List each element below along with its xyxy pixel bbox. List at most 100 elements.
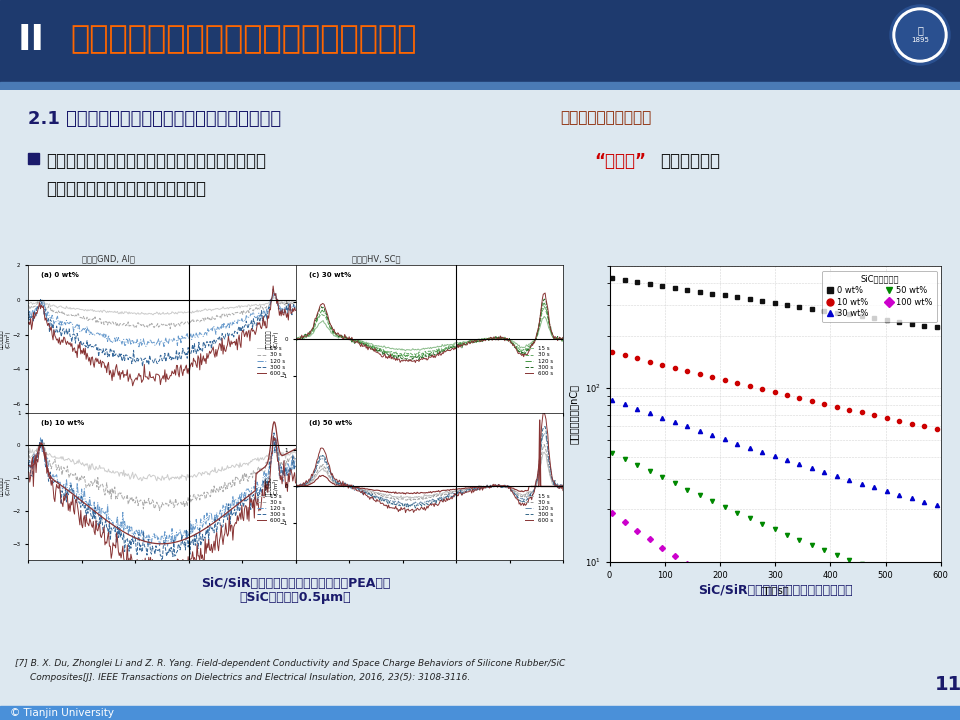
10 wt%	[806, 397, 818, 405]
300 s	[268, 428, 279, 437]
15 s	[399, 346, 411, 355]
600 s	[187, 362, 199, 371]
Text: 当空间电荷大量积累时，空间电荷产生感应电场，: 当空间电荷大量积累时，空间电荷产生感应电场，	[46, 152, 266, 170]
30 wt%	[806, 464, 818, 472]
30 s	[291, 334, 302, 343]
300 s	[450, 343, 462, 351]
Legend: 15 s, 30 s, 120 s, 300 s, 600 s: 15 s, 30 s, 120 s, 300 s, 600 s	[255, 492, 287, 526]
15 s	[516, 490, 528, 499]
Text: 《电工技术学报》发布: 《电工技术学报》发布	[560, 110, 651, 125]
300 s	[410, 504, 421, 513]
Line: 15 s: 15 s	[28, 297, 296, 315]
Bar	[28, 153, 39, 164]
15 s	[533, 326, 544, 335]
120 s	[449, 490, 461, 498]
120 s	[533, 323, 544, 331]
300 s	[187, 536, 199, 544]
120 s	[266, 297, 277, 306]
Line: 300 s: 300 s	[28, 289, 296, 366]
300 s	[266, 451, 277, 460]
Line: 15 s: 15 s	[296, 452, 563, 498]
600 s	[268, 432, 279, 441]
Y-axis label: 空间电荷密度
(C/m²): 空间电荷密度 (C/m²)	[0, 477, 11, 496]
30 s	[449, 341, 461, 349]
30 s	[516, 492, 528, 501]
600 s	[290, 479, 301, 487]
30 s	[533, 468, 544, 477]
Text: (b) 10 wt%: (b) 10 wt%	[41, 420, 84, 426]
15 s	[268, 437, 279, 446]
50 wt%	[935, 586, 947, 595]
600 s	[533, 461, 544, 469]
600 s	[22, 467, 34, 476]
600 s	[454, 488, 466, 497]
30 s	[187, 495, 199, 504]
300 s	[539, 294, 550, 303]
Text: 2.1 填料含量对非线性电导与电荷输运特性的影响: 2.1 填料含量对非线性电导与电荷输运特性的影响	[28, 110, 281, 128]
30 s	[533, 324, 544, 333]
30 wt%	[935, 502, 947, 510]
0 wt%	[898, 318, 909, 327]
300 s	[181, 532, 193, 541]
120 s	[516, 348, 528, 357]
300 s	[136, 362, 148, 371]
120 s	[23, 462, 35, 470]
15 s	[187, 307, 199, 315]
Legend: 0 wt%, 10 wt%, 30 wt%, 50 wt%, 100 wt%: 0 wt%, 10 wt%, 30 wt%, 50 wt%, 100 wt%	[822, 271, 937, 323]
Circle shape	[896, 11, 944, 59]
120 s	[450, 490, 462, 498]
30 s	[266, 296, 277, 305]
600 s	[290, 482, 301, 490]
30 s	[290, 483, 301, 492]
300 s	[22, 467, 34, 475]
600 s	[182, 364, 194, 373]
120 s	[181, 329, 193, 338]
600 s	[187, 547, 199, 556]
30 s	[516, 346, 528, 354]
15 s	[249, 301, 260, 310]
120 s	[162, 541, 174, 550]
120 s	[249, 485, 260, 493]
Y-axis label: 空间电荷密度（nC）: 空间电荷密度（nC）	[569, 384, 579, 444]
300 s	[182, 343, 194, 352]
30 s	[405, 496, 417, 505]
120 s	[269, 288, 280, 297]
15 s	[290, 297, 301, 306]
120 s	[290, 302, 301, 311]
15 s	[181, 470, 193, 479]
0 wt%	[752, 296, 763, 305]
300 s	[403, 356, 415, 364]
50 wt%	[802, 539, 813, 548]
120 s	[539, 299, 550, 307]
300 s	[516, 348, 528, 356]
10 wt%	[831, 402, 843, 411]
30 s	[396, 351, 408, 359]
10 wt%	[935, 426, 947, 434]
Line: 600 s: 600 s	[28, 436, 296, 586]
0 wt%	[607, 274, 618, 282]
30 s	[187, 315, 199, 323]
30 wt%	[898, 492, 909, 500]
Text: 撤压（HV, SC）: 撤压（HV, SC）	[351, 255, 400, 264]
Line: 600 s: 600 s	[296, 293, 563, 363]
300 s	[266, 295, 277, 304]
15 s	[187, 473, 199, 482]
120 s	[181, 526, 193, 535]
30 s	[154, 506, 165, 515]
Text: (a) 0 wt%: (a) 0 wt%	[41, 272, 80, 278]
120 s	[403, 501, 415, 510]
30 s	[181, 317, 193, 325]
120 s	[557, 481, 568, 490]
30 s	[269, 291, 280, 300]
120 s	[269, 433, 280, 441]
30 s	[539, 302, 550, 311]
15 s	[23, 449, 35, 457]
15 s	[557, 482, 568, 491]
15 s	[291, 334, 302, 343]
30 wt%	[607, 395, 618, 404]
Line: 30 s: 30 s	[28, 439, 296, 510]
15 s	[290, 334, 301, 343]
30 s	[290, 457, 301, 466]
100 wt%	[831, 642, 843, 650]
300 s	[249, 494, 260, 503]
